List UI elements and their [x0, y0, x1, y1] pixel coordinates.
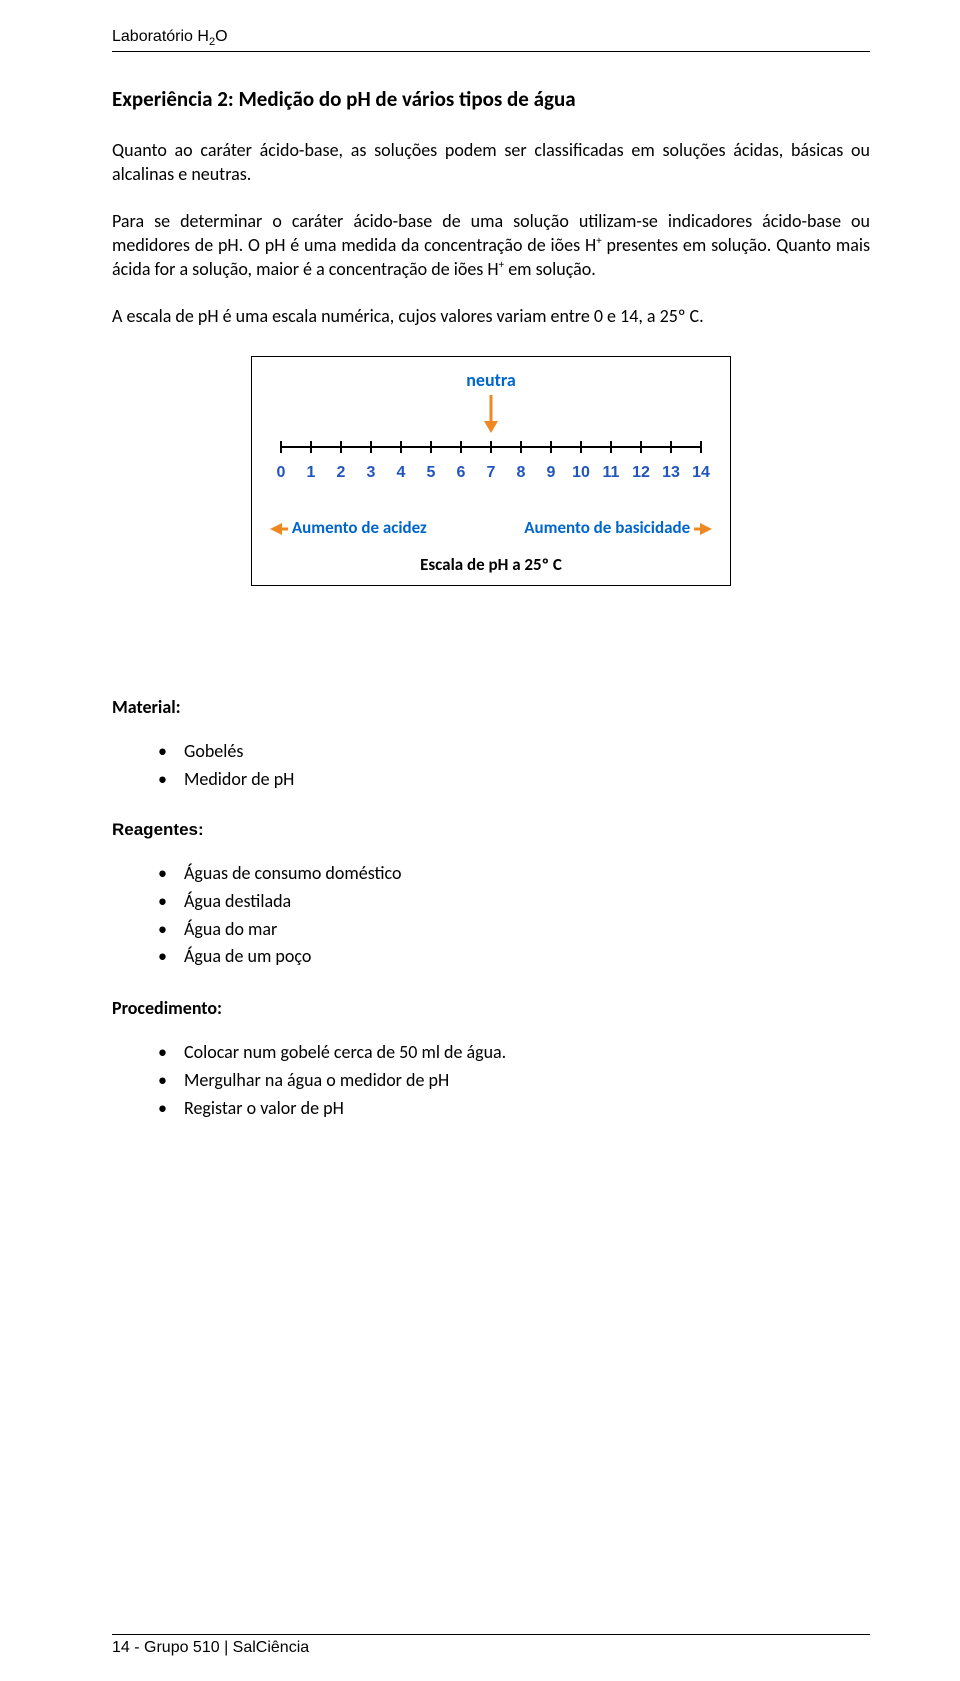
svg-text:0: 0	[277, 464, 286, 481]
svg-text:13: 13	[662, 464, 680, 481]
experiment-title: Experiência 2: Medição do pH de vários t…	[112, 86, 870, 112]
neutra-arrow-wrap	[266, 395, 716, 433]
arrow-down-icon	[480, 395, 502, 433]
svg-text:4: 4	[397, 464, 406, 481]
acidity-text: Aumento de acidez	[292, 517, 427, 538]
acidity-label: Aumento de acidez	[270, 517, 427, 538]
svg-text:1: 1	[307, 464, 316, 481]
svg-text:8: 8	[517, 464, 526, 481]
svg-text:3: 3	[367, 464, 376, 481]
reagentes-item: Água de um poço	[158, 943, 870, 971]
material-item: Gobelés	[158, 738, 870, 766]
header-suffix: O	[215, 28, 227, 45]
reagentes-list: Águas de consumo domésticoÁgua destilada…	[112, 860, 870, 972]
diagram-caption: Escala de pH a 25º C	[266, 554, 716, 575]
procedimento-list: Colocar num gobelé cerca de 50 ml de águ…	[112, 1039, 870, 1123]
reagentes-heading: Reagentes:	[112, 820, 870, 840]
svg-text:7: 7	[487, 464, 496, 481]
intro-paragraph-2: Para se determinar o caráter ácido-base …	[112, 209, 870, 282]
material-list: GobelésMedidor de pH	[112, 738, 870, 794]
procedimento-item: Mergulhar na água o medidor de pH	[158, 1067, 870, 1095]
ph-scale-axis: 01234567891011121314	[266, 433, 716, 493]
procedimento-item: Registar o valor de pH	[158, 1095, 870, 1123]
basicity-text: Aumento de basicidade	[524, 517, 690, 538]
procedimento-heading: Procedimento:	[112, 997, 870, 1019]
intro-paragraph-3: A escala de pH é uma escala numérica, cu…	[112, 304, 870, 328]
svg-text:2: 2	[337, 464, 346, 481]
page-footer: 14 - Grupo 510 | SalCiência	[112, 1634, 870, 1657]
page-header: Laboratório H2O	[112, 28, 870, 52]
arrow-right-icon	[694, 523, 712, 535]
reagentes-item: Água do mar	[158, 916, 870, 944]
reagentes-item: Água destilada	[158, 888, 870, 916]
reagentes-item: Águas de consumo doméstico	[158, 860, 870, 888]
svg-text:10: 10	[572, 464, 590, 481]
scale-sublabels: Aumento de acidez Aumento de basicidade	[266, 517, 716, 538]
svg-text:11: 11	[603, 464, 620, 481]
ph-scale-diagram: neutra 01234567891011121314 Aumento de a…	[251, 356, 731, 586]
neutra-label: neutra	[266, 369, 716, 391]
material-item: Medidor de pH	[158, 766, 870, 794]
svg-text:6: 6	[457, 464, 466, 481]
basicity-label: Aumento de basicidade	[524, 517, 712, 538]
svg-text:9: 9	[547, 464, 556, 481]
procedimento-item: Colocar num gobelé cerca de 50 ml de águ…	[158, 1039, 870, 1067]
header-lab: Laboratório H	[112, 28, 209, 45]
arrow-left-icon	[270, 523, 288, 535]
material-heading: Material:	[112, 696, 870, 718]
intro-paragraph-1: Quanto ao caráter ácido-base, as soluçõe…	[112, 138, 870, 187]
svg-text:14: 14	[692, 464, 710, 481]
p2-part-c: em solução.	[504, 258, 596, 280]
svg-text:5: 5	[427, 464, 436, 481]
svg-text:12: 12	[632, 464, 650, 481]
